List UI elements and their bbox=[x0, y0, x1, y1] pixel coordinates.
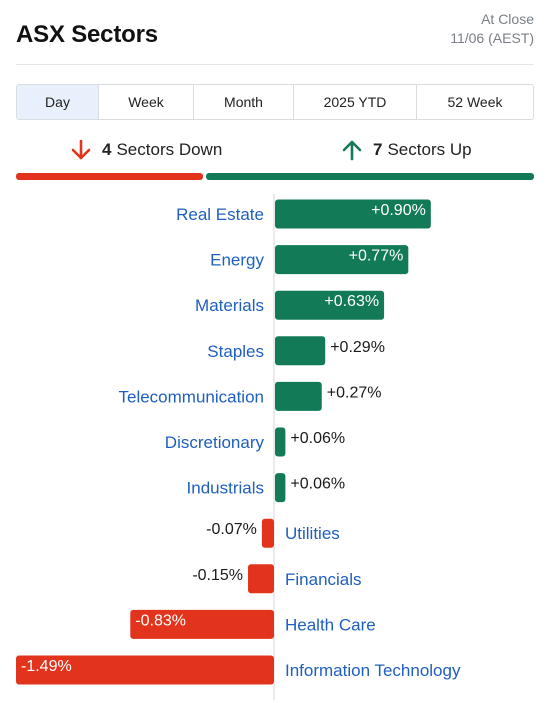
category-label-telecommunication[interactable]: Telecommunication bbox=[118, 387, 264, 406]
tab-2025-ytd[interactable]: 2025 YTD bbox=[294, 85, 417, 119]
bar-energy[interactable] bbox=[275, 245, 409, 275]
as-of-label: At Close 11/06 (AEST) bbox=[450, 10, 534, 48]
tab-week[interactable]: Week bbox=[99, 85, 194, 119]
breadth-bar-down bbox=[16, 173, 203, 180]
breadth-bar-up bbox=[206, 173, 534, 180]
value-label-utilities: -0.07% bbox=[206, 521, 257, 538]
bar-industrials[interactable] bbox=[275, 473, 286, 503]
sectors-down-summary: 4 Sectors Down bbox=[70, 138, 222, 162]
sector-performance-chart: Real Estate +0.90% Energy +0.77% Materials +0… bbox=[16, 194, 461, 700]
category-label-industrials[interactable]: Industrials bbox=[187, 479, 264, 498]
bar-telecommunication[interactable] bbox=[275, 381, 322, 411]
value-label-energy: +0.77% bbox=[349, 248, 404, 265]
sectors-up-label: Sectors Up bbox=[387, 140, 472, 159]
period-tabs: Day Week Month 2025 YTD 52 Week bbox=[16, 84, 534, 120]
bar-discretionary[interactable] bbox=[275, 427, 286, 457]
sectors-down-label: Sectors Down bbox=[116, 140, 223, 159]
category-label-discretionary[interactable]: Discretionary bbox=[165, 433, 265, 452]
value-label-telecommunication: +0.27% bbox=[327, 384, 382, 401]
bar-information-technology[interactable] bbox=[16, 655, 274, 685]
value-label-staples: +0.29% bbox=[330, 339, 385, 356]
category-label-financials[interactable]: Financials bbox=[285, 570, 362, 589]
category-label-utilities[interactable]: Utilities bbox=[285, 524, 340, 543]
sectors-up-count: 7 bbox=[373, 140, 383, 159]
category-label-materials[interactable]: Materials bbox=[195, 296, 264, 315]
tab-day[interactable]: Day bbox=[17, 85, 99, 119]
value-label-health-care: -0.83% bbox=[135, 612, 186, 629]
bar-health-care[interactable] bbox=[130, 609, 274, 639]
bar-materials[interactable] bbox=[275, 290, 385, 320]
value-label-industrials: +0.06% bbox=[290, 476, 345, 493]
category-label-information-technology[interactable]: Information Technology bbox=[285, 661, 461, 680]
value-label-materials: +0.63% bbox=[324, 293, 379, 310]
tab-52-week[interactable]: 52 Week bbox=[447, 94, 503, 110]
category-label-energy[interactable]: Energy bbox=[210, 251, 264, 270]
category-label-health-care[interactable]: Health Care bbox=[285, 615, 376, 634]
header: ASX Sectors At Close 11/06 (AEST) bbox=[16, 0, 534, 65]
close-date: 11/06 (AEST) bbox=[450, 30, 534, 46]
bar-real-estate[interactable] bbox=[275, 199, 431, 229]
close-status: At Close bbox=[481, 11, 534, 27]
category-label-staples[interactable]: Staples bbox=[207, 342, 264, 361]
category-label-real-estate[interactable]: Real Estate bbox=[176, 205, 264, 224]
bar-utilities[interactable] bbox=[261, 518, 274, 548]
value-label-information-technology: -1.49% bbox=[21, 658, 72, 675]
bar-financials[interactable] bbox=[248, 564, 274, 594]
value-label-discretionary: +0.06% bbox=[290, 430, 345, 447]
sectors-up-summary: 7 Sectors Up bbox=[341, 138, 472, 162]
tab-month[interactable]: Month bbox=[194, 85, 294, 119]
value-label-financials: -0.15% bbox=[192, 567, 243, 584]
sectors-down-count: 4 bbox=[102, 140, 112, 159]
page-title: ASX Sectors bbox=[16, 21, 158, 48]
value-label-real-estate: +0.90% bbox=[371, 202, 426, 219]
arrow-up-icon bbox=[342, 140, 362, 161]
arrow-down-icon bbox=[71, 139, 91, 160]
bar-staples[interactable] bbox=[275, 336, 326, 366]
